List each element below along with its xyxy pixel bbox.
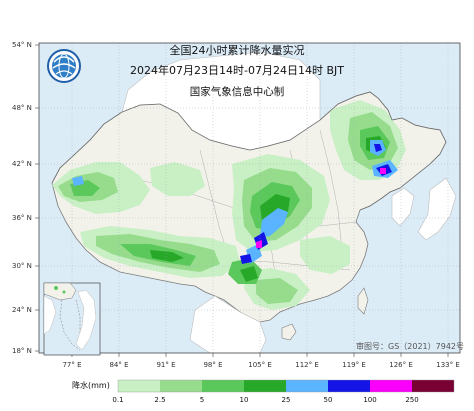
- longitude-label: 112° E: [295, 361, 319, 369]
- legend-swatch: [286, 380, 328, 392]
- legend-title: 降水(mm): [72, 381, 110, 390]
- longitude-label: 98° E: [203, 361, 223, 369]
- legend-swatch: [328, 380, 370, 392]
- legend-value: 2.5: [154, 396, 166, 404]
- precip-layer-100mm: [256, 168, 386, 248]
- national-border: [51, 91, 447, 211]
- south-china-sea-inset: [43, 282, 101, 356]
- latitude-label: 54° N: [12, 41, 32, 49]
- legend-swatch: [244, 380, 286, 392]
- approval-number: 审图号：GS（2021）7942号: [356, 342, 464, 351]
- japan-islands: [417, 177, 457, 241]
- time-range: 2024年07月23日14时-07月24日14时 BJT: [130, 64, 344, 77]
- legend-swatch: [118, 380, 160, 392]
- longitude-label: 133° E: [436, 361, 460, 369]
- longitude-label: 84° E: [109, 361, 129, 369]
- legend-value: 100: [363, 396, 377, 404]
- taiwan-island: [357, 287, 369, 315]
- longitude-label: 77° E: [62, 361, 82, 369]
- korea-japan-region: [391, 187, 415, 227]
- latitude-label: 48° N: [12, 104, 32, 112]
- hainan-island: [281, 323, 297, 341]
- legend-swatch: [202, 380, 244, 392]
- axis-ticks: [35, 44, 449, 357]
- southeast-asia-region: [189, 295, 267, 353]
- legend-value: 0.1: [112, 396, 124, 404]
- legend-value: 5: [199, 396, 205, 404]
- legend-value: 250: [405, 396, 419, 404]
- cma-logo: [47, 49, 81, 83]
- legend-swatch: [412, 380, 454, 392]
- legend-swatch: [160, 380, 202, 392]
- latitude-label: 42° N: [12, 160, 32, 168]
- latitude-label: 36° N: [12, 214, 32, 222]
- producer-label: 国家气象信息中心制: [189, 86, 285, 98]
- legend-value: 10: [239, 396, 249, 404]
- longitude-label: 126° E: [389, 361, 413, 369]
- longitude-label: 91° E: [156, 361, 176, 369]
- legend-value: 50: [323, 396, 333, 404]
- latitude-label: 18° N: [12, 347, 32, 355]
- legend-colorbar: [117, 379, 455, 393]
- longitude-label: 105° E: [248, 361, 272, 369]
- legend-swatch: [370, 380, 412, 392]
- latitude-label: 24° N: [12, 306, 32, 314]
- latitude-label: 30° N: [12, 262, 32, 270]
- map-border: [38, 42, 461, 354]
- longitude-label: 119° E: [342, 361, 366, 369]
- map-title: 全国24小时累计降水量实况: [169, 44, 305, 57]
- legend-value: 25: [281, 396, 291, 404]
